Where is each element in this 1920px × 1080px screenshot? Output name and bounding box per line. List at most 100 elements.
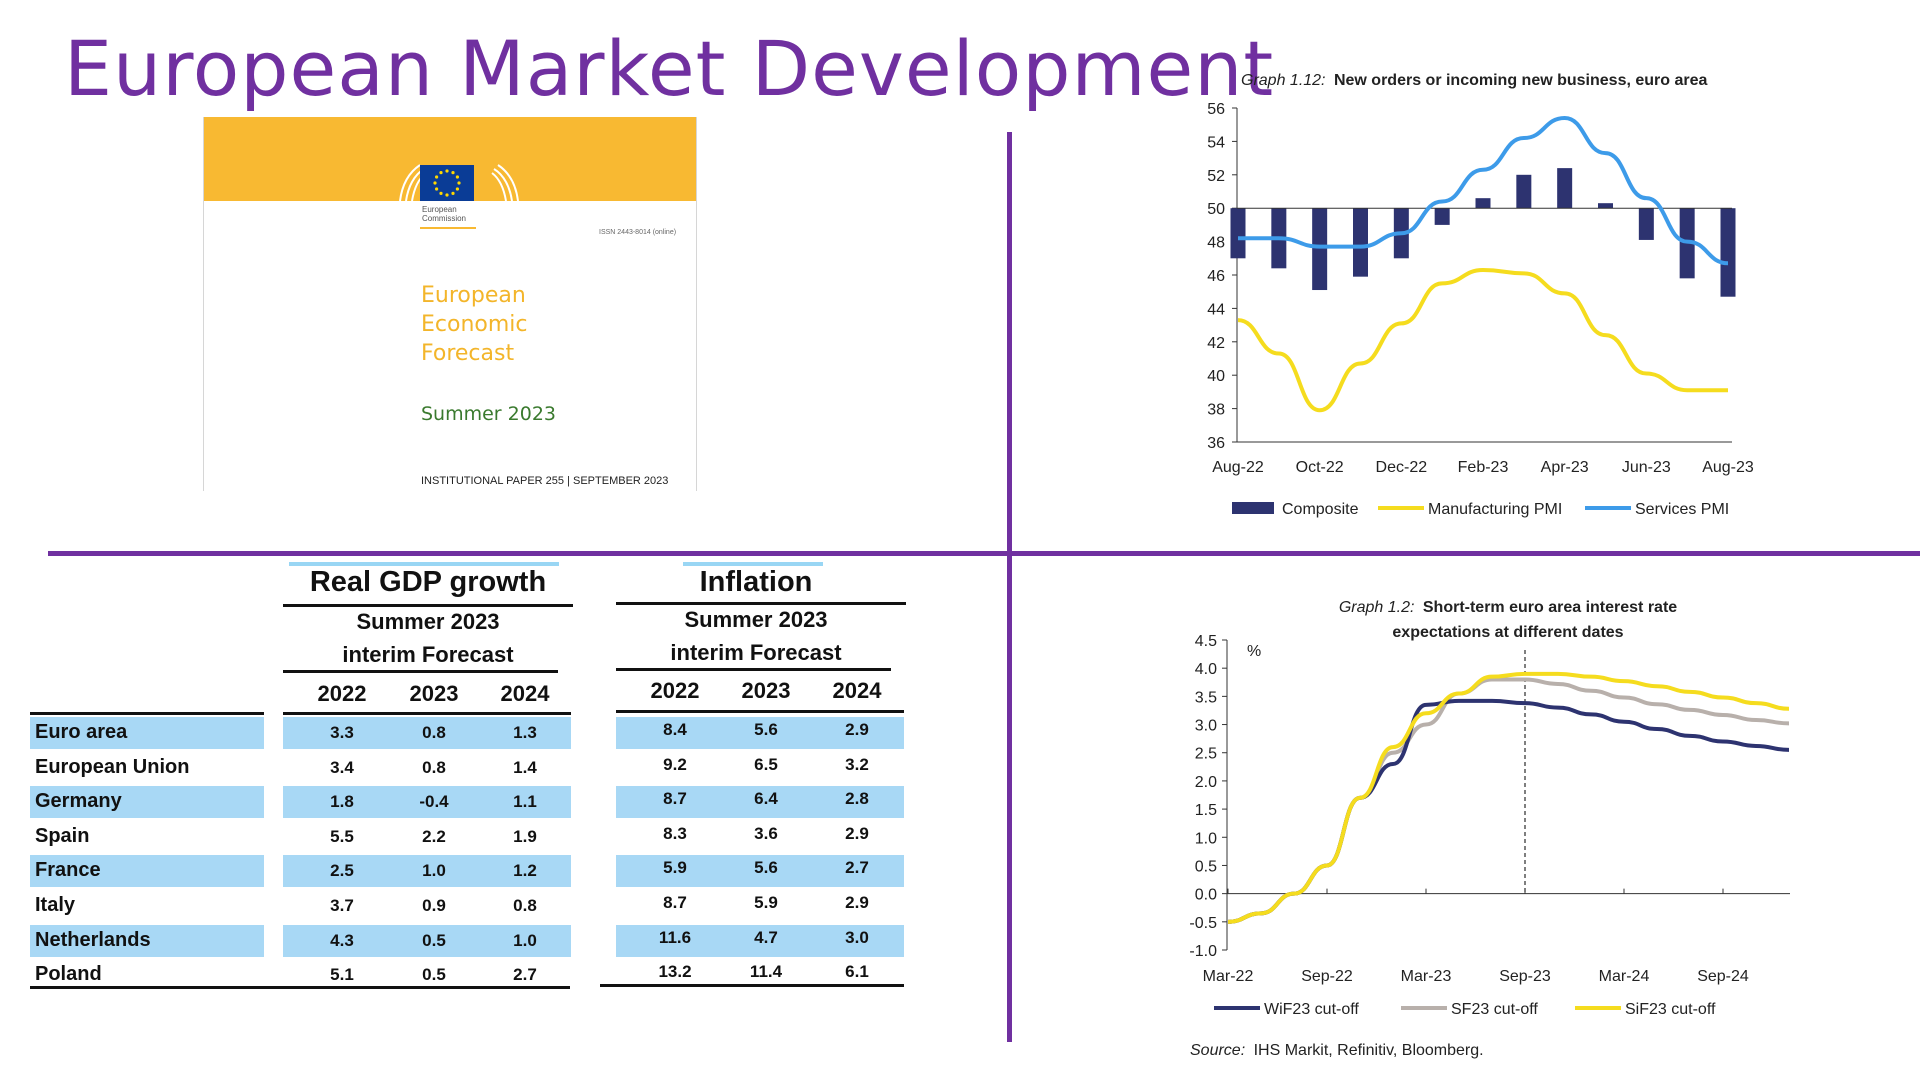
row-highlight [616,855,904,888]
gdp-value: 1.3 [513,723,537,742]
y-tick-label: 44 [1207,301,1225,318]
gdp-table-title: Real GDP growth [309,566,547,598]
gdp-value: -0.4 [419,792,449,812]
y-tick-label: 42 [1207,335,1225,352]
gdp-value: 1.4 [513,757,537,777]
row-highlight [30,855,264,888]
legend-label: SiF23 cut-off [1625,1001,1716,1018]
composite-bar [1312,208,1328,291]
gdp-value: 3.3 [330,723,354,742]
gdp-year-header: 2024 [500,681,550,706]
gdp-value: 0.8 [422,757,446,777]
inflation-value: 8.7 [663,893,687,912]
inflation-value: 2.7 [845,858,869,878]
inflation-value: 13.2 [658,962,692,982]
y-tick-label: 54 [1207,134,1225,151]
composite-bar [1638,208,1654,240]
rate-chart: Graph 1.2: Short-term euro area interest… [1189,599,1790,1059]
x-tick-label: Apr-23 [1541,459,1589,476]
inflation-bottom-rule [600,984,904,987]
forecast-tables: Real GDP growth Summer 2023 interim Fore… [30,562,906,989]
inflation-value: 11.6 [658,927,692,947]
y-tick-label: 1.0 [1195,830,1217,847]
inflation-value: 2.9 [845,823,869,843]
y-tick-label: -1.0 [1189,943,1217,960]
cover-issn: ISSN 2443-8014 (online) [599,229,677,236]
x-tick-label: Sep-22 [1301,968,1353,985]
inflation-header-rule [616,710,904,713]
y-tick-label: 52 [1207,168,1225,185]
chart1-title: Graph 1.12: New orders or incoming new b… [1241,72,1707,89]
y-tick-label: 48 [1207,235,1225,252]
inflation-value: 4.7 [754,927,778,947]
vertical-divider [1007,132,1012,1042]
gdp-year-header: 2022 [317,681,367,706]
y-tick-label: 46 [1207,268,1225,285]
horizontal-divider [48,551,1920,556]
x-tick-label: Mar-23 [1401,968,1452,985]
y-tick-label: 38 [1207,402,1225,419]
y-tick-label: 0.5 [1195,858,1217,875]
inflation-value: 8.3 [663,823,687,843]
gdp-value: 1.1 [513,792,537,812]
legend-label: SF23 cut-off [1451,1001,1538,1018]
composite-bar [1516,174,1532,209]
inflation-year-header: 2024 [832,678,882,703]
gdp-value: 1.0 [422,861,446,881]
chart2-title-line-1: Graph 1.2: Short-term euro area interest… [1339,599,1677,616]
gdp-title-accent [289,562,559,566]
inflation-year-header: 2023 [741,678,791,703]
x-tick-label: Mar-22 [1203,968,1254,985]
gdp-value: 0.9 [422,896,446,915]
x-tick-label: Sep-24 [1697,968,1749,985]
row-highlight [283,717,571,749]
composite-bar [1353,208,1368,277]
row-highlight [616,717,904,749]
y-tick-label: 2.0 [1195,774,1217,791]
manufacturing-pmi-line [1237,267,1728,413]
gdp-value: 5.5 [330,826,354,846]
x-tick-label: Jun-23 [1622,459,1671,476]
gdp-year-header: 2023 [409,681,459,706]
inflation-value: 8.7 [663,789,687,809]
x-tick-label: Aug-22 [1212,459,1264,476]
x-tick-label: Mar-24 [1599,968,1650,985]
inflation-value: 5.9 [663,858,687,878]
cover-title-line-3: Forecast [421,341,515,366]
y-tick-label: 2.5 [1195,746,1217,763]
inflation-value: 6.1 [845,962,869,982]
country-name: Euro area [35,721,128,743]
inflation-value: 5.9 [754,893,778,912]
inflation-value: 3.2 [845,754,869,774]
report-cover: European Commission ISSN 2443-8014 (onli… [203,117,697,491]
country-name: France [35,859,101,882]
cover-edition: Summer 2023 [421,403,557,425]
country-column-rule [30,712,264,715]
wif23-line [1227,698,1790,924]
rate-chart-panel: Graph 1.2: Short-term euro area interest… [1160,590,1900,1070]
page-title: European Market Development [64,24,1275,113]
y-tick-label: 40 [1207,368,1225,385]
gdp-subtitle: Summer 2023 interim Forecast [342,609,514,667]
inflation-value: 9.2 [663,754,687,774]
inflation-title-rule [616,602,906,605]
gdp-value: 2.2 [422,826,446,846]
legend-label: Composite [1282,501,1359,518]
gdp-value: 0.5 [422,965,446,985]
inflation-value: 3.6 [754,823,778,843]
row-highlight [30,786,264,819]
composite-bar [1720,208,1736,297]
y-unit-label: % [1247,643,1261,660]
publisher-underline [420,227,476,229]
y-tick-label: 0.0 [1195,887,1217,904]
inflation-value: 2.9 [845,893,869,912]
inflation-value: 6.5 [754,754,778,774]
inflation-value: 5.6 [754,858,778,878]
y-tick-label: 4.5 [1195,633,1217,650]
x-tick-label: Aug-23 [1702,459,1754,476]
inflation-value: 2.8 [845,789,869,809]
y-tick-label: -0.5 [1189,915,1217,932]
gdp-value: 1.2 [513,861,537,881]
gdp-value: 2.5 [330,861,354,881]
gdp-title-rule [283,604,573,607]
